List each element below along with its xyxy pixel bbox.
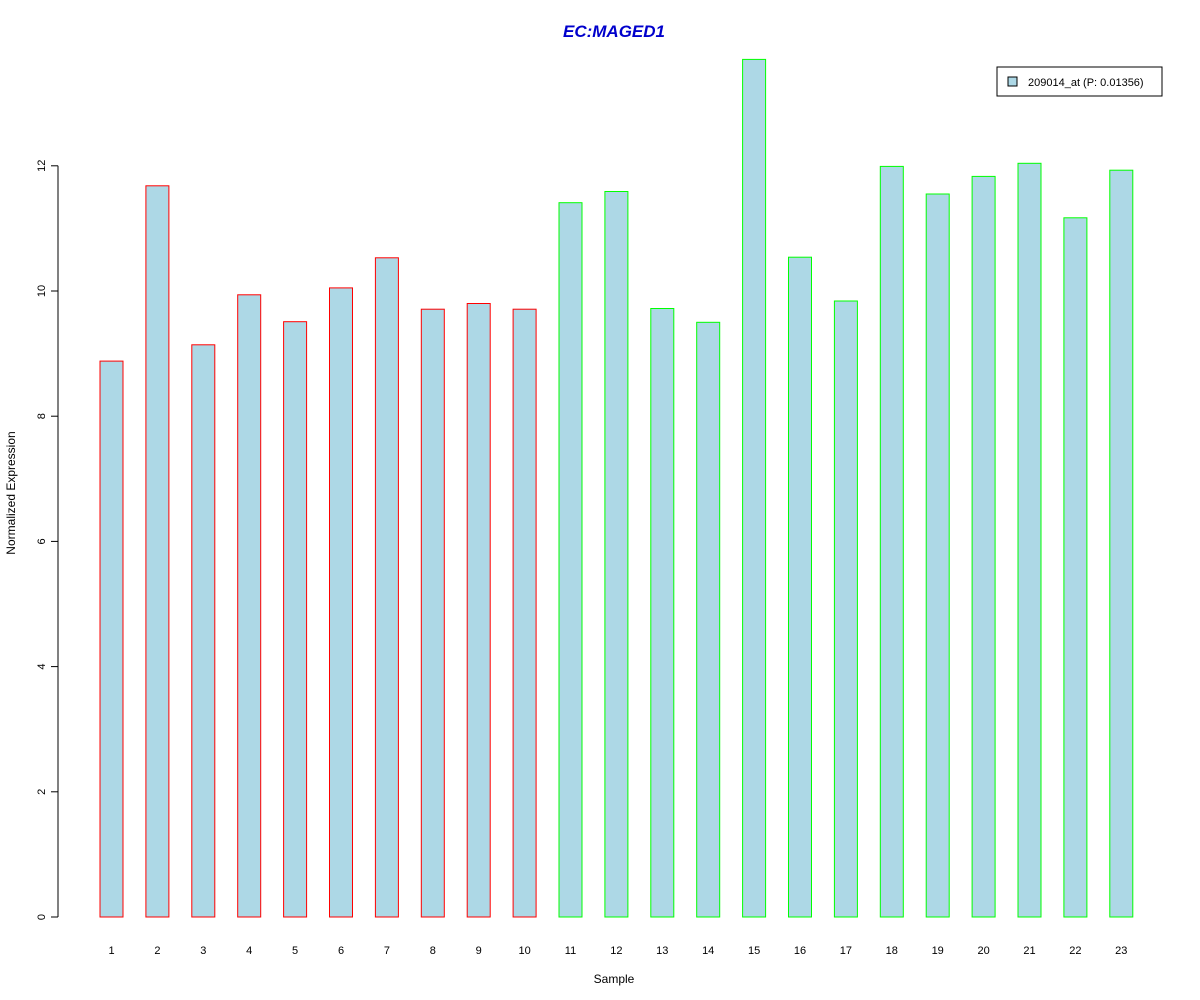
- bar-sample-4: [237, 294, 262, 918]
- y-tick-label: 4: [36, 664, 48, 670]
- bar-sample-17: [833, 300, 858, 918]
- bar-sample-15: [742, 58, 767, 918]
- x-tick-label: 15: [748, 945, 760, 957]
- x-tick-label: 2: [154, 945, 160, 957]
- x-tick-label: 13: [656, 945, 668, 957]
- bars: [99, 58, 1134, 918]
- y-axis: 0 2 4 6 8 10 12: [36, 160, 59, 920]
- x-tick-label: 14: [702, 945, 714, 957]
- x-tick-label: 22: [1069, 945, 1081, 957]
- y-tick-label: 6: [36, 538, 48, 544]
- bar-sample-5: [283, 321, 308, 918]
- x-tick-label: 5: [292, 945, 298, 957]
- x-tick-label: 12: [610, 945, 622, 957]
- x-tick-label: 4: [246, 945, 252, 957]
- bar-sample-23: [1109, 169, 1134, 918]
- y-tick-label: 0: [36, 914, 48, 920]
- x-tick-label: 10: [518, 945, 530, 957]
- x-tick-label: 18: [886, 945, 898, 957]
- x-axis-label: Sample: [594, 972, 635, 986]
- x-tick-label: 7: [384, 945, 390, 957]
- bar-sample-10: [512, 308, 537, 918]
- legend-swatch: [1007, 76, 1018, 87]
- x-tick-labels: 1 2 3 4 5 6 7 8 9 10 11 12 13 14 15 16 17 18 19 20 21 22 23: [108, 945, 1127, 957]
- bar-sample-8: [420, 308, 445, 918]
- y-tick-label: 10: [36, 285, 48, 297]
- x-tick-label: 21: [1023, 945, 1035, 957]
- bar-sample-21: [1017, 162, 1042, 918]
- x-tick-label: 16: [794, 945, 806, 957]
- legend-label: 209014_at (P: 0.01356): [1028, 77, 1144, 89]
- bar-sample-12: [604, 191, 629, 918]
- bar-sample-19: [925, 193, 950, 918]
- x-tick-label: 11: [565, 945, 576, 957]
- bar-sample-7: [374, 257, 399, 918]
- bar-sample-18: [879, 165, 904, 918]
- bar-sample-11: [558, 202, 583, 918]
- x-tick-label: 19: [932, 945, 944, 957]
- bar-sample-9: [466, 303, 491, 918]
- x-tick-label: 20: [977, 945, 989, 957]
- y-tick-label: 12: [36, 160, 48, 172]
- x-tick-label: 8: [430, 945, 436, 957]
- bar-sample-1: [99, 360, 124, 918]
- bar-sample-20: [971, 175, 996, 918]
- y-tick-label: 8: [36, 413, 48, 419]
- x-tick-label: 6: [338, 945, 344, 957]
- bar-sample-14: [696, 321, 721, 918]
- bar-sample-16: [788, 256, 812, 918]
- x-tick-label: 17: [840, 945, 852, 957]
- y-axis-label: Normalized Expression: [4, 431, 18, 554]
- bar-sample-3: [191, 344, 216, 918]
- bar-sample-2: [145, 185, 170, 918]
- bar-sample-22: [1063, 217, 1088, 918]
- x-tick-label: 3: [200, 945, 206, 957]
- x-tick-label: 1: [108, 945, 114, 957]
- bar-sample-13: [650, 308, 675, 918]
- x-tick-label: 9: [476, 945, 482, 957]
- chart-title: EC:MAGED1: [563, 22, 665, 41]
- y-tick-label: 2: [36, 789, 48, 795]
- x-tick-label: 23: [1115, 945, 1127, 957]
- legend-box: [996, 66, 1163, 97]
- bar-sample-6: [329, 287, 353, 918]
- legend: 209014_at (P: 0.01356): [996, 66, 1163, 97]
